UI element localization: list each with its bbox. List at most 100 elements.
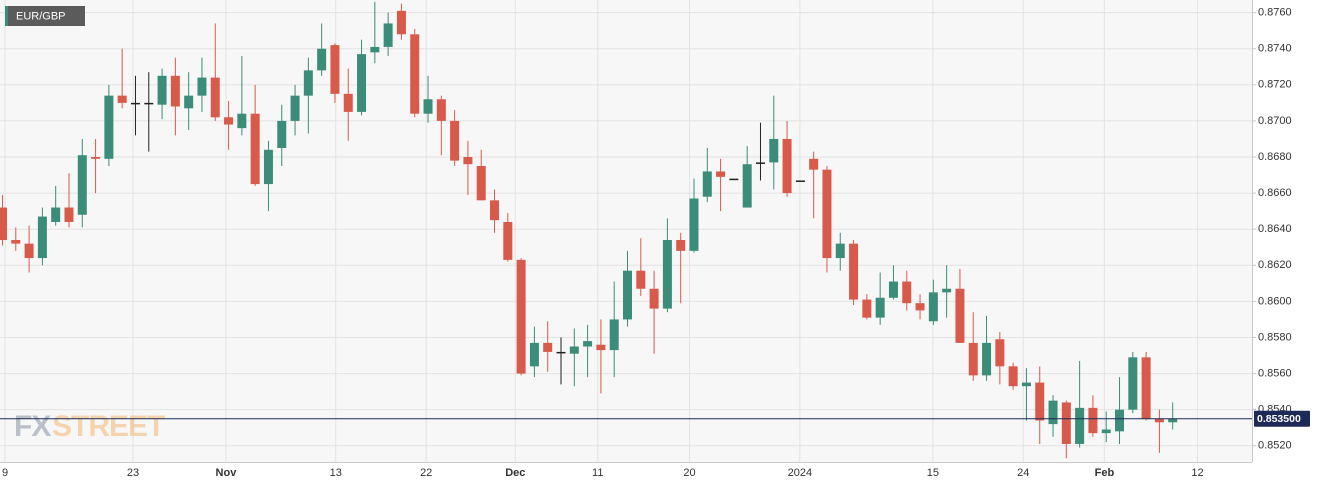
legend-badge — [5, 6, 85, 26]
candle-body — [862, 299, 872, 318]
x-tick-label: 9 — [2, 467, 8, 479]
x-tick-label: 23 — [127, 467, 139, 479]
candle-body — [197, 77, 207, 96]
candle-body — [888, 281, 898, 298]
candle-body — [130, 102, 140, 105]
x-tick-label: 24 — [1017, 467, 1029, 479]
candle-body — [383, 23, 393, 47]
last-price-label: 0.853500 — [1257, 413, 1301, 425]
candle-body — [104, 95, 114, 159]
y-tick-label: 0.8680 — [1258, 151, 1292, 163]
last-price-box — [1254, 410, 1310, 427]
y-tick-label: 0.8660 — [1258, 187, 1292, 199]
candle-body — [1101, 429, 1111, 434]
candle-body — [849, 243, 859, 300]
legend-stripe — [5, 6, 8, 26]
candle-body — [835, 243, 845, 259]
candle-body — [543, 342, 553, 352]
candle-body — [1075, 407, 1085, 444]
y-tick-label: 0.8600 — [1258, 295, 1292, 307]
candle-body — [915, 303, 925, 311]
candle-body — [1088, 407, 1098, 434]
candle-body — [995, 339, 1005, 367]
candle-body — [569, 346, 579, 354]
candle-body — [77, 155, 87, 215]
candle-body — [942, 288, 952, 293]
y-tick-label: 0.8720 — [1258, 79, 1292, 91]
candle-body — [250, 113, 260, 185]
watermark: FX STREET — [14, 410, 166, 443]
candle-body — [968, 342, 978, 376]
candle-body — [1048, 400, 1058, 425]
candle-body — [822, 169, 832, 259]
candle-body — [556, 351, 566, 354]
candle-body — [343, 93, 353, 112]
candle-body — [370, 46, 380, 53]
candle-body — [516, 259, 526, 374]
plot-background — [0, 0, 1252, 462]
candle-body — [649, 288, 659, 309]
y-tick-label: 0.8520 — [1258, 440, 1292, 452]
y-tick-label: 0.8620 — [1258, 259, 1292, 271]
candle-body — [662, 240, 672, 309]
candle-body — [157, 75, 167, 105]
candle-body — [782, 138, 792, 194]
candle-body — [490, 200, 500, 221]
candle-body — [702, 171, 712, 197]
candle-body — [1061, 402, 1071, 444]
candle-body — [529, 342, 539, 367]
candle-body — [1021, 382, 1031, 387]
candle-body — [317, 48, 327, 71]
candle-body — [503, 221, 513, 260]
candle-body — [1141, 357, 1151, 419]
candle-body — [902, 281, 912, 304]
candle-body — [689, 198, 699, 251]
candle-body — [676, 240, 686, 251]
candle-body — [0, 207, 7, 241]
candle-body — [769, 138, 779, 163]
candle-body — [1154, 418, 1164, 423]
candle-body — [463, 157, 473, 165]
y-tick-label: 0.8760 — [1258, 7, 1292, 19]
x-tick-label: 13 — [330, 467, 342, 479]
candle-body — [809, 158, 819, 170]
candle-body — [1008, 366, 1018, 387]
x-tick-label: Feb — [1095, 467, 1115, 479]
candle-body — [237, 113, 247, 129]
x-tick-label: 20 — [683, 467, 695, 479]
candle-body — [982, 342, 992, 376]
candle-body — [1168, 418, 1178, 423]
candle-body — [357, 54, 367, 112]
candle-body — [277, 120, 287, 148]
watermark-street: STREET — [52, 410, 165, 443]
candle-body — [1115, 409, 1125, 432]
candle-body — [210, 77, 220, 118]
candle-body — [955, 288, 965, 343]
candle-body — [303, 70, 313, 96]
candle-body — [117, 95, 127, 103]
y-tick-label: 0.8560 — [1258, 367, 1292, 379]
candle-body — [1128, 357, 1138, 410]
candle-body — [11, 240, 21, 244]
candle-body — [144, 102, 154, 105]
candle-body — [91, 157, 101, 159]
candle-body — [423, 99, 433, 114]
candle-body — [24, 243, 34, 259]
candle-body — [64, 207, 74, 222]
y-tick-label: 0.8740 — [1258, 43, 1292, 55]
candle-body — [224, 117, 234, 125]
candle-body — [450, 120, 460, 161]
candle-body — [410, 34, 420, 114]
candle-body — [795, 180, 805, 182]
y-tick-label: 0.8700 — [1258, 115, 1292, 127]
candle-body — [330, 45, 340, 94]
candle-body — [622, 270, 632, 320]
candle-body — [755, 162, 765, 164]
y-tick-label: 0.8640 — [1258, 223, 1292, 235]
candle-body — [583, 341, 593, 347]
legend-label: EUR/GBP — [16, 10, 66, 22]
x-tick-label: Dec — [505, 467, 525, 479]
candle-body — [396, 10, 406, 35]
x-tick-label: 11 — [592, 467, 603, 479]
